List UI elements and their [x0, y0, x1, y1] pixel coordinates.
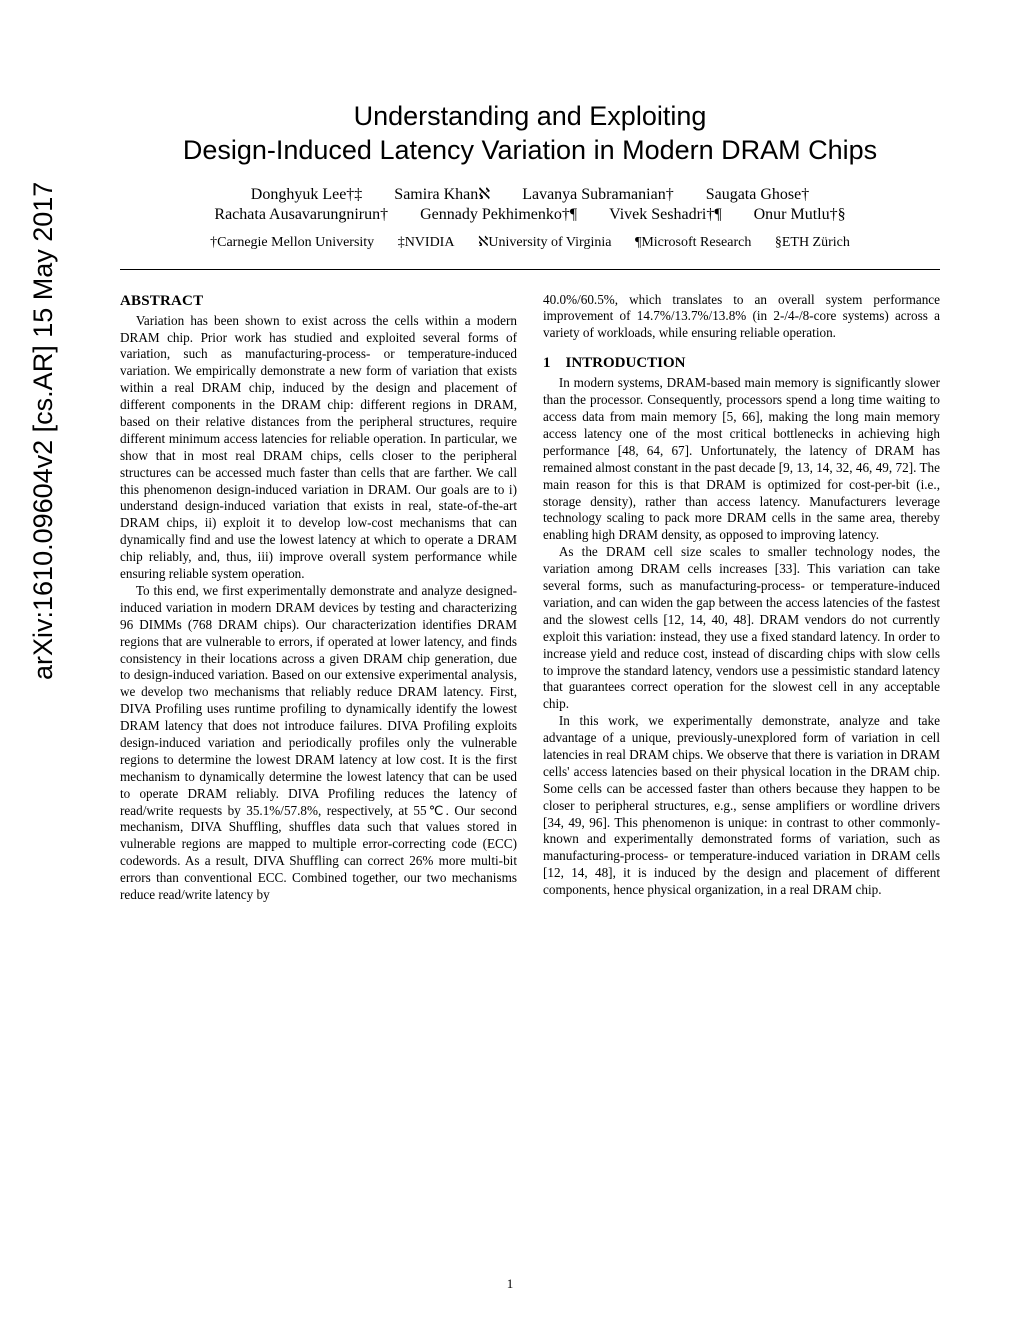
left-column: ABSTRACT Variation has been shown to exi…: [120, 292, 517, 904]
intro-paragraph-3: In this work, we experimentally demonstr…: [543, 713, 940, 899]
page-number: 1: [507, 1276, 514, 1292]
intro-paragraph-2: As the DRAM cell size scales to smaller …: [543, 544, 940, 713]
affiliation-list: †Carnegie Mellon University ‡NVIDIA ℵUni…: [120, 234, 940, 251]
author-row-1: Donghyuk Lee†‡ Samira Khanℵ Lavanya Subr…: [120, 184, 940, 204]
abstract-paragraph-2: To this end, we first experimentally dem…: [120, 583, 517, 904]
title-rule: [120, 269, 940, 270]
affiliation-uva: ℵUniversity of Virginia: [478, 235, 612, 250]
title-line-2: Design-Induced Latency Variation in Mode…: [120, 134, 940, 168]
abstract-heading: ABSTRACT: [120, 292, 517, 311]
title-line-1: Understanding and Exploiting: [120, 100, 940, 134]
affiliation-nvidia: ‡NVIDIA: [398, 235, 455, 250]
affiliation-msr: ¶Microsoft Research: [635, 235, 751, 250]
intro-paragraph-1: In modern systems, DRAM-based main memor…: [543, 375, 940, 544]
section-1-heading: 1 INTRODUCTION: [543, 354, 940, 373]
author-row-2: Rachata Ausavarungnirun† Gennady Pekhime…: [120, 206, 940, 224]
abstract-paragraph-1: Variation has been shown to exist across…: [120, 313, 517, 583]
arxiv-identifier: arXiv:1610.09604v2 [cs.AR] 15 May 2017: [28, 182, 59, 680]
two-column-body: ABSTRACT Variation has been shown to exi…: [120, 292, 940, 904]
abstract-continuation: 40.0%/60.5%, which translates to an over…: [543, 292, 940, 343]
title-block: Understanding and Exploiting Design-Indu…: [120, 100, 940, 251]
affiliation-cmu: †Carnegie Mellon University: [210, 235, 374, 250]
right-column: 40.0%/60.5%, which translates to an over…: [543, 292, 940, 904]
affiliation-ethz: §ETH Zürich: [775, 235, 850, 250]
author-list: Donghyuk Lee†‡ Samira Khanℵ Lavanya Subr…: [120, 184, 940, 224]
